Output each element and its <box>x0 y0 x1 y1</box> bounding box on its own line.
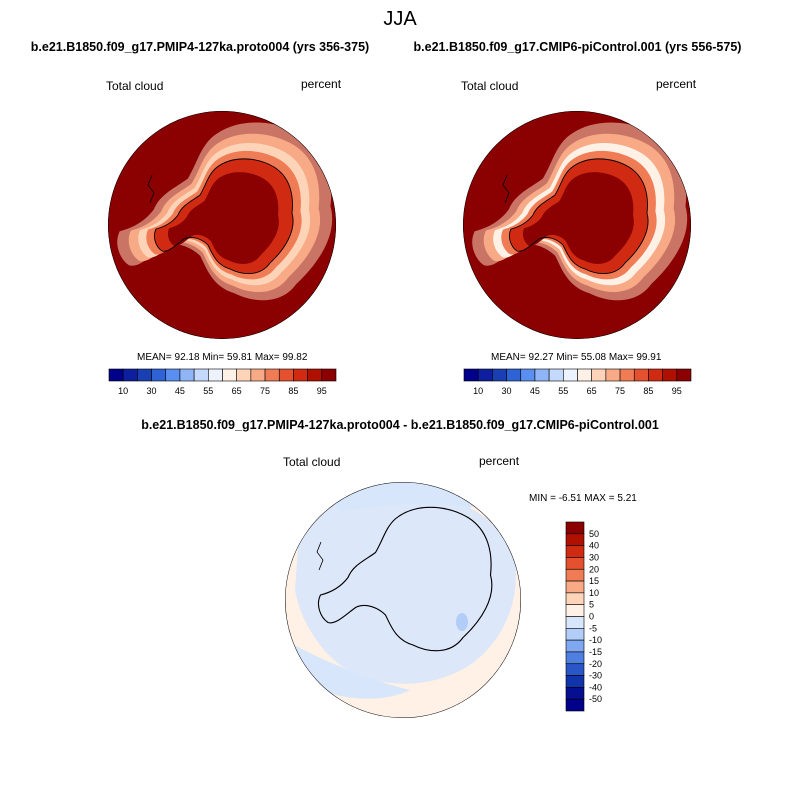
colorbar-tick-label: 55 <box>558 386 568 396</box>
colorbar-tick-label: 10 <box>118 386 128 396</box>
colorbar-swatch <box>619 368 635 382</box>
colorbar-tick-label: 45 <box>175 386 185 396</box>
panel-3-units-label: percent <box>479 454 520 468</box>
colorbar-swatch <box>565 604 585 617</box>
colorbar-swatch <box>648 368 663 382</box>
colorbar-tick-label: -50 <box>589 694 602 704</box>
colorbar-tick-label: 0 <box>589 612 594 622</box>
colorbar-tick-label: -20 <box>589 659 602 669</box>
colorbar-tick-label: 85 <box>288 386 298 396</box>
colorbar-swatch <box>565 592 585 605</box>
colorbar-tick-label: -15 <box>589 647 602 657</box>
colorbar-swatch <box>506 368 522 382</box>
colorbar-swatch <box>605 368 621 382</box>
colorbar-swatch <box>278 368 294 382</box>
panel-1-colorbar: 10 30 45 55 65 75 85 95 <box>108 368 337 396</box>
colorbar-tick-label: -40 <box>589 682 602 692</box>
colorbar-swatch <box>565 616 585 629</box>
colorbar-swatch <box>565 568 585 582</box>
colorbar-swatch <box>565 687 585 700</box>
colorbar-swatch <box>676 368 692 382</box>
colorbar-tick-label: 40 <box>589 541 599 551</box>
colorbar-tick-label: 45 <box>530 386 540 396</box>
colorbar-swatch <box>577 368 592 382</box>
panel-2-units-label: percent <box>656 77 697 91</box>
panel-2-colorbar: 10 30 45 55 65 75 85 95 <box>463 368 692 396</box>
panel-1-stats: MEAN= 92.18 Min= 59.81 Max= 99.82 <box>137 352 308 363</box>
colorbar-tick-label: 20 <box>589 564 599 574</box>
colorbar-swatch <box>236 368 252 382</box>
panel-1-polar-map <box>108 111 336 339</box>
colorbar-tick-label: -30 <box>589 671 602 681</box>
colorbar-swatch <box>563 368 578 382</box>
colorbar-tick-label: 5 <box>589 600 594 610</box>
colorbar-swatch <box>565 628 585 641</box>
colorbar-swatch <box>307 368 323 382</box>
colorbar-swatch <box>565 521 585 535</box>
colorbar-swatch <box>137 368 152 382</box>
colorbar-swatch <box>321 368 337 382</box>
colorbar-swatch <box>250 368 266 382</box>
panel-3-polar-map <box>285 482 521 718</box>
panel-3-title: b.e21.B1850.f09_g17.PMIP4-127ka.proto004… <box>141 418 659 432</box>
colorbar-swatch <box>591 368 607 382</box>
colorbar-tick-label: 55 <box>203 386 213 396</box>
colorbar-swatch <box>208 368 223 382</box>
colorbar-swatch <box>565 663 585 676</box>
colorbar-tick-label: 85 <box>643 386 653 396</box>
colorbar-swatch <box>165 368 181 382</box>
colorbar-tick-label: 15 <box>589 576 599 586</box>
colorbar-tick-label: -10 <box>589 635 602 645</box>
panel-3-stats: MIN = -6.51 MAX = 5.21 <box>529 493 637 504</box>
colorbar-swatch <box>565 698 585 712</box>
colorbar-swatch <box>565 639 585 653</box>
colorbar-tick-label: 65 <box>232 386 242 396</box>
colorbar-tick-label: 30 <box>589 552 599 562</box>
colorbar-tick-label: 50 <box>589 529 599 539</box>
panel-2-title: b.e21.B1850.f09_g17.CMIP6-piControl.001 … <box>413 40 742 54</box>
colorbar-swatch <box>122 368 138 382</box>
panel-1-title: b.e21.B1850.f09_g17.PMIP4-127ka.proto004… <box>30 40 370 54</box>
colorbar-swatch <box>264 368 280 382</box>
colorbar-swatch <box>222 368 237 382</box>
colorbar-tick-label: 95 <box>672 386 682 396</box>
panel-1-units-label: percent <box>301 77 342 91</box>
colorbar-swatch <box>193 368 209 382</box>
colorbar-swatch <box>293 368 308 382</box>
colorbar-swatch <box>151 368 167 382</box>
colorbar-swatch <box>463 368 479 382</box>
colorbar-swatch <box>477 368 493 382</box>
colorbar-swatch <box>548 368 564 382</box>
colorbar-swatch <box>565 580 585 594</box>
colorbar-swatch <box>565 651 585 665</box>
panel-3-variable-label: Total cloud <box>283 455 341 469</box>
colorbar-swatch <box>565 675 585 688</box>
colorbar-swatch <box>108 368 124 382</box>
colorbar-tick-label: 75 <box>615 386 625 396</box>
panel-2-polar-map <box>463 111 691 339</box>
colorbar-swatch <box>633 368 649 382</box>
colorbar-tick-label: 75 <box>260 386 270 396</box>
colorbar-swatch <box>534 368 550 382</box>
colorbar-swatch <box>565 533 585 546</box>
colorbar-tick-label: 10 <box>589 588 599 598</box>
panel-2-variable-label: Total cloud <box>461 79 519 93</box>
colorbar-swatch <box>565 557 585 570</box>
colorbar-swatch <box>179 368 195 382</box>
colorbar-swatch <box>492 368 507 382</box>
colorbar-tick-label: 30 <box>502 386 512 396</box>
colorbar-tick-label: -5 <box>589 623 597 633</box>
colorbar-tick-label: 30 <box>147 386 157 396</box>
colorbar-tick-label: 65 <box>587 386 597 396</box>
colorbar-swatch <box>565 545 585 558</box>
colorbar-swatch <box>520 368 536 382</box>
colorbar-tick-label: 10 <box>473 386 483 396</box>
colorbar-swatch <box>662 368 678 382</box>
figure-title: JJA <box>383 8 417 30</box>
panel-1-variable-label: Total cloud <box>106 79 164 93</box>
panel-2-stats: MEAN= 92.27 Min= 55.08 Max= 99.91 <box>491 352 662 363</box>
colorbar-tick-label: 95 <box>317 386 327 396</box>
